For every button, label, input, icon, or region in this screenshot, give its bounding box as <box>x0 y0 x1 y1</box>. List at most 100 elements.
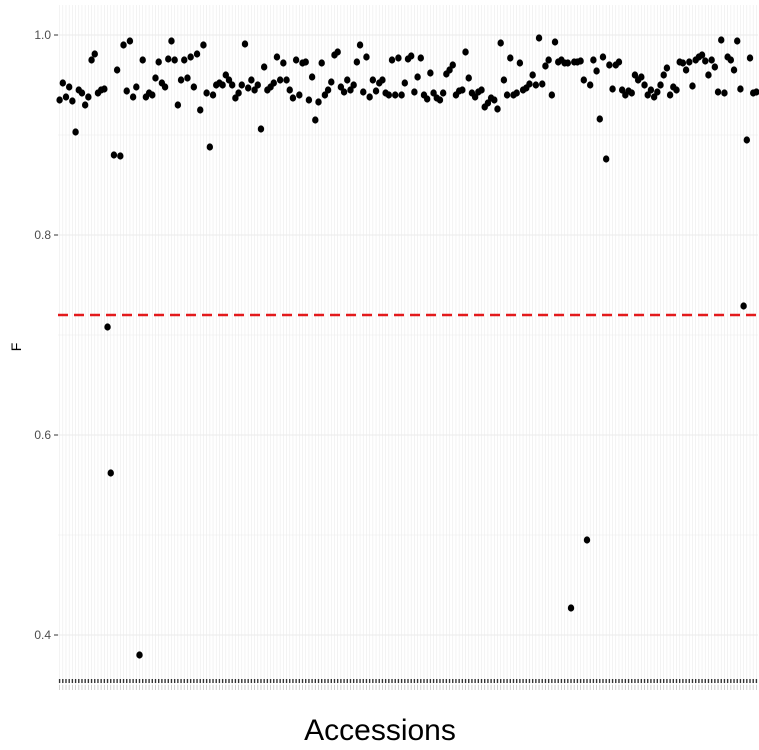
data-point <box>321 91 329 99</box>
data-point <box>366 93 373 101</box>
data-point <box>318 59 325 67</box>
x-gridlines <box>59 5 757 690</box>
data-point <box>535 34 543 42</box>
data-point <box>248 76 255 84</box>
data-point <box>500 76 508 84</box>
data-point <box>62 93 70 101</box>
data-point <box>548 91 556 99</box>
data-point <box>379 76 386 84</box>
data-point <box>206 143 214 151</box>
data-point <box>136 651 143 659</box>
data-point <box>449 61 456 69</box>
data-point <box>155 58 162 66</box>
data-point <box>586 81 594 89</box>
data-point <box>577 57 584 65</box>
data-point <box>462 48 469 56</box>
data-point <box>436 96 444 104</box>
data-point <box>727 56 735 64</box>
data-point <box>241 40 249 48</box>
data-points <box>56 34 759 659</box>
data-point <box>392 91 399 99</box>
y-axis: 0.4 0.6 0.8 1.0 <box>34 28 58 642</box>
data-point <box>65 83 73 91</box>
data-point <box>545 56 552 64</box>
data-point <box>193 50 201 58</box>
data-point <box>427 69 434 77</box>
data-point <box>225 76 233 84</box>
data-point <box>398 91 405 99</box>
data-point <box>340 88 348 96</box>
data-point <box>209 91 217 99</box>
data-point <box>654 88 661 96</box>
data-point <box>618 86 626 94</box>
data-point <box>254 81 261 89</box>
data-point <box>602 155 610 163</box>
data-point <box>139 56 146 64</box>
x-axis-title: Accessions <box>304 714 456 747</box>
data-point <box>347 86 354 94</box>
data-point <box>244 84 252 92</box>
y-tick-label: 0.8 <box>34 228 51 242</box>
data-point <box>465 74 472 82</box>
data-point <box>110 151 118 159</box>
data-point <box>446 66 453 74</box>
data-point <box>161 83 169 91</box>
data-point <box>88 56 95 64</box>
data-point <box>711 63 719 71</box>
data-point <box>101 85 108 93</box>
data-point <box>305 96 313 104</box>
data-point <box>69 97 76 105</box>
data-point <box>229 81 236 89</box>
data-point <box>280 59 287 67</box>
data-point <box>539 80 546 88</box>
data-point <box>197 106 204 114</box>
data-point <box>663 64 671 72</box>
data-point <box>734 37 741 45</box>
data-point <box>647 86 655 94</box>
data-point <box>120 41 127 49</box>
data-point <box>641 81 648 89</box>
data-point <box>590 56 597 64</box>
data-point <box>72 128 79 136</box>
data-point <box>628 89 635 97</box>
y-axis-title: F <box>8 343 24 352</box>
data-point <box>334 48 341 56</box>
data-point <box>631 71 639 79</box>
data-point <box>104 323 111 331</box>
data-point <box>177 76 185 84</box>
data-point <box>117 152 124 160</box>
data-point <box>439 89 447 97</box>
data-point <box>56 96 63 104</box>
data-point <box>609 85 616 93</box>
data-point <box>312 116 319 124</box>
data-point <box>666 91 674 99</box>
data-point <box>689 82 696 90</box>
data-point <box>746 54 754 62</box>
data-point <box>91 50 98 58</box>
data-point <box>181 56 188 64</box>
data-point <box>660 71 667 79</box>
data-point <box>260 63 268 71</box>
data-point <box>292 56 300 64</box>
data-point <box>152 74 159 82</box>
data-point <box>753 88 759 96</box>
data-point <box>315 98 322 106</box>
data-point <box>174 101 182 109</box>
data-point <box>564 59 572 67</box>
data-point <box>344 76 351 84</box>
data-point <box>430 89 437 97</box>
data-point <box>513 89 520 97</box>
data-point <box>606 61 613 69</box>
data-point <box>171 56 178 64</box>
data-point <box>650 93 658 101</box>
data-point <box>494 105 501 113</box>
data-point <box>129 93 137 101</box>
data-point <box>257 125 265 133</box>
data-point <box>417 54 424 62</box>
data-point <box>203 89 210 97</box>
data-point <box>401 79 409 87</box>
data-point <box>484 99 492 107</box>
data-point <box>286 86 293 94</box>
data-point <box>276 76 284 84</box>
